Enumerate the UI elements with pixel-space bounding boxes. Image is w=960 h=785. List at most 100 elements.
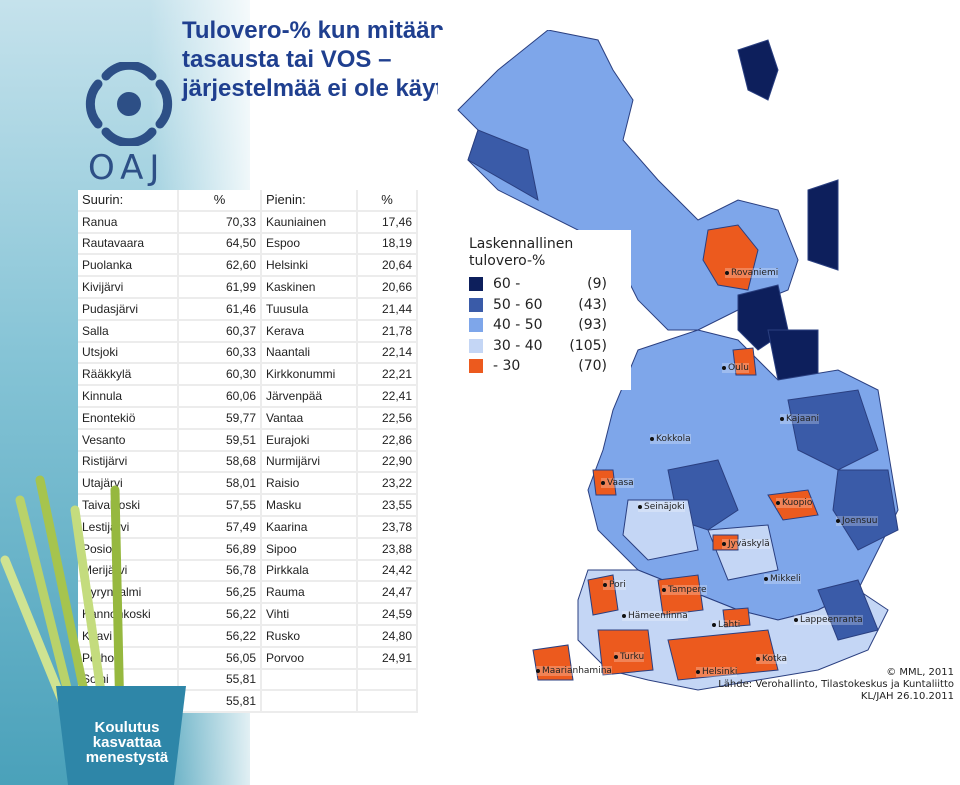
- smallest-municipality: Rauma: [262, 582, 358, 605]
- largest-percent: 56,78: [179, 560, 262, 583]
- table-row: Kinnula 60,06 Järvenpää 22,41: [78, 386, 418, 408]
- table-row: Rääkkylä 60,30 Kirkkonummi 22,21: [78, 364, 418, 387]
- city-label-hameenlinna: Hämeenlinna: [622, 611, 688, 621]
- city-label-kokkola: Kokkola: [650, 434, 691, 444]
- city-label-maarianhamina: Maarianhamina: [536, 666, 612, 676]
- largest-percent: 60,06: [179, 386, 262, 408]
- legend-title-line1: Laskennallinen: [469, 236, 574, 252]
- table-row: Ranua 70,33 Kauniainen 17,46: [78, 211, 418, 234]
- region-tampere: [657, 574, 704, 616]
- largest-municipality: Rääkkylä: [78, 364, 179, 387]
- city-label-jyvaskyla: Jyväskylä: [722, 539, 770, 549]
- largest-municipality: Salla: [78, 320, 179, 343]
- largest-municipality: Puolanka: [78, 255, 179, 278]
- legend-range: 50 - 60: [493, 296, 543, 313]
- largest-percent: 57,49: [179, 516, 262, 539]
- smallest-percent: 23,78: [358, 516, 418, 539]
- credits-source: Lähde: Verohallinto, Tilastokeskus ja Ku…: [718, 679, 954, 690]
- city-label-seinajoki: Seinäjoki: [638, 502, 685, 512]
- smallest-percent: 23,55: [358, 495, 418, 517]
- region-north-karelia: [832, 469, 899, 551]
- city-label-kuopio: Kuopio: [776, 498, 813, 508]
- smallest-municipality: Eurajoki: [262, 429, 358, 452]
- legend-item: 40 - 50 (93): [469, 315, 623, 336]
- smallest-percent: 20,66: [358, 277, 418, 299]
- smallest-municipality: Vihti: [262, 604, 358, 626]
- smallest-percent: 22,90: [358, 451, 418, 474]
- tagline: Koulutus kasvattaa menestystä: [85, 719, 169, 766]
- largest-municipality: Ristijärvi: [78, 451, 179, 474]
- credits-date: KL/JAH 26.10.2011: [860, 691, 954, 702]
- largest-percent: 64,50: [179, 233, 262, 256]
- table-row: Pudasjärvi 61,46 Tuusula 21,44: [78, 298, 418, 321]
- smallest-percent: 23,88: [358, 538, 418, 561]
- smallest-municipality: Pirkkala: [262, 560, 358, 583]
- smallest-percent: 22,21: [358, 364, 418, 387]
- legend-range: 30 - 40: [493, 337, 543, 354]
- map-legend: Laskennallinen tulovero-% 60 - (9) 50 - 60…: [461, 230, 631, 390]
- city-label-helsinki: Helsinki: [696, 667, 738, 677]
- smallest-percent: 20,64: [358, 255, 418, 278]
- smallest-municipality: Naantali: [262, 342, 358, 365]
- region-south: [577, 569, 889, 691]
- legend-count: (70): [578, 358, 607, 375]
- largest-percent: 61,99: [179, 277, 262, 299]
- smallest-percent: 21,78: [358, 320, 418, 343]
- largest-percent: 55,81: [179, 669, 262, 692]
- pencil-pot-icon: [56, 686, 186, 785]
- legend-item: - 30 (70): [469, 356, 623, 377]
- largest-percent: 56,22: [179, 625, 262, 648]
- smallest-municipality: Masku: [262, 495, 358, 517]
- city-label-tampere: Tampere: [662, 585, 707, 595]
- table-row: Kivijärvi 61,99 Kaskinen 20,66: [78, 277, 418, 299]
- largest-percent: 58,01: [179, 473, 262, 496]
- legend-item: 60 - (9): [469, 274, 623, 295]
- smallest-percent: 22,56: [358, 407, 418, 430]
- largest-municipality: Kinnula: [78, 386, 179, 408]
- header-smallest: Pienin:: [262, 190, 358, 212]
- largest-municipality: Taivalkoski: [78, 495, 179, 517]
- largest-percent: 70,33: [179, 211, 262, 234]
- table-row: Hyrynsalmi 56,25 Rauma 24,47: [78, 582, 418, 605]
- largest-percent: 56,05: [179, 647, 262, 670]
- largest-municipality: Rautavaara: [78, 233, 179, 256]
- header-percent-left: %: [179, 190, 262, 212]
- legend-item: 30 - 40 (105): [469, 336, 623, 357]
- legend-swatch: [469, 277, 483, 292]
- finland-map: [438, 30, 958, 702]
- legend-swatch: [469, 318, 483, 333]
- largest-municipality: Perho: [78, 647, 179, 670]
- city-label-oulu: Oulu: [722, 363, 749, 373]
- smallest-municipality: Kerava: [262, 320, 358, 343]
- legend-swatch: [469, 297, 483, 312]
- smallest-municipality: Rusko: [262, 625, 358, 648]
- largest-municipality: Utsjoki: [78, 342, 179, 365]
- city-label-rovaniemi: Rovaniemi: [725, 268, 779, 278]
- smallest-percent: 24,47: [358, 582, 418, 605]
- region-salla: [807, 179, 839, 271]
- largest-municipality: Ranua: [78, 211, 179, 234]
- oaj-logo-icon: [85, 62, 173, 146]
- largest-percent: 62,60: [179, 255, 262, 278]
- credits-copyright: © MML, 2011: [886, 667, 954, 678]
- largest-percent: 60,30: [179, 364, 262, 387]
- legend-count: (43): [578, 296, 607, 313]
- smallest-percent: 17,46: [358, 211, 418, 234]
- smallest-municipality: Nurmijärvi: [262, 451, 358, 474]
- largest-municipality: Enontekiö: [78, 407, 179, 430]
- largest-municipality: Vesanto: [78, 429, 179, 452]
- smallest-percent: 24,42: [358, 560, 418, 583]
- smallest-municipality: Espoo: [262, 233, 358, 256]
- legend-count: (9): [587, 276, 607, 293]
- largest-percent: 59,51: [179, 429, 262, 452]
- legend-range: 60 -: [493, 276, 521, 293]
- largest-percent: 60,37: [179, 320, 262, 343]
- largest-percent: 61,46: [179, 298, 262, 321]
- smallest-municipality: Kaarina: [262, 516, 358, 539]
- smallest-percent: 24,59: [358, 604, 418, 626]
- largest-municipality: Utajärvi: [78, 473, 179, 496]
- smallest-municipality: [262, 691, 358, 714]
- smallest-municipality: Järvenpää: [262, 386, 358, 408]
- region-kainuu: [787, 389, 879, 471]
